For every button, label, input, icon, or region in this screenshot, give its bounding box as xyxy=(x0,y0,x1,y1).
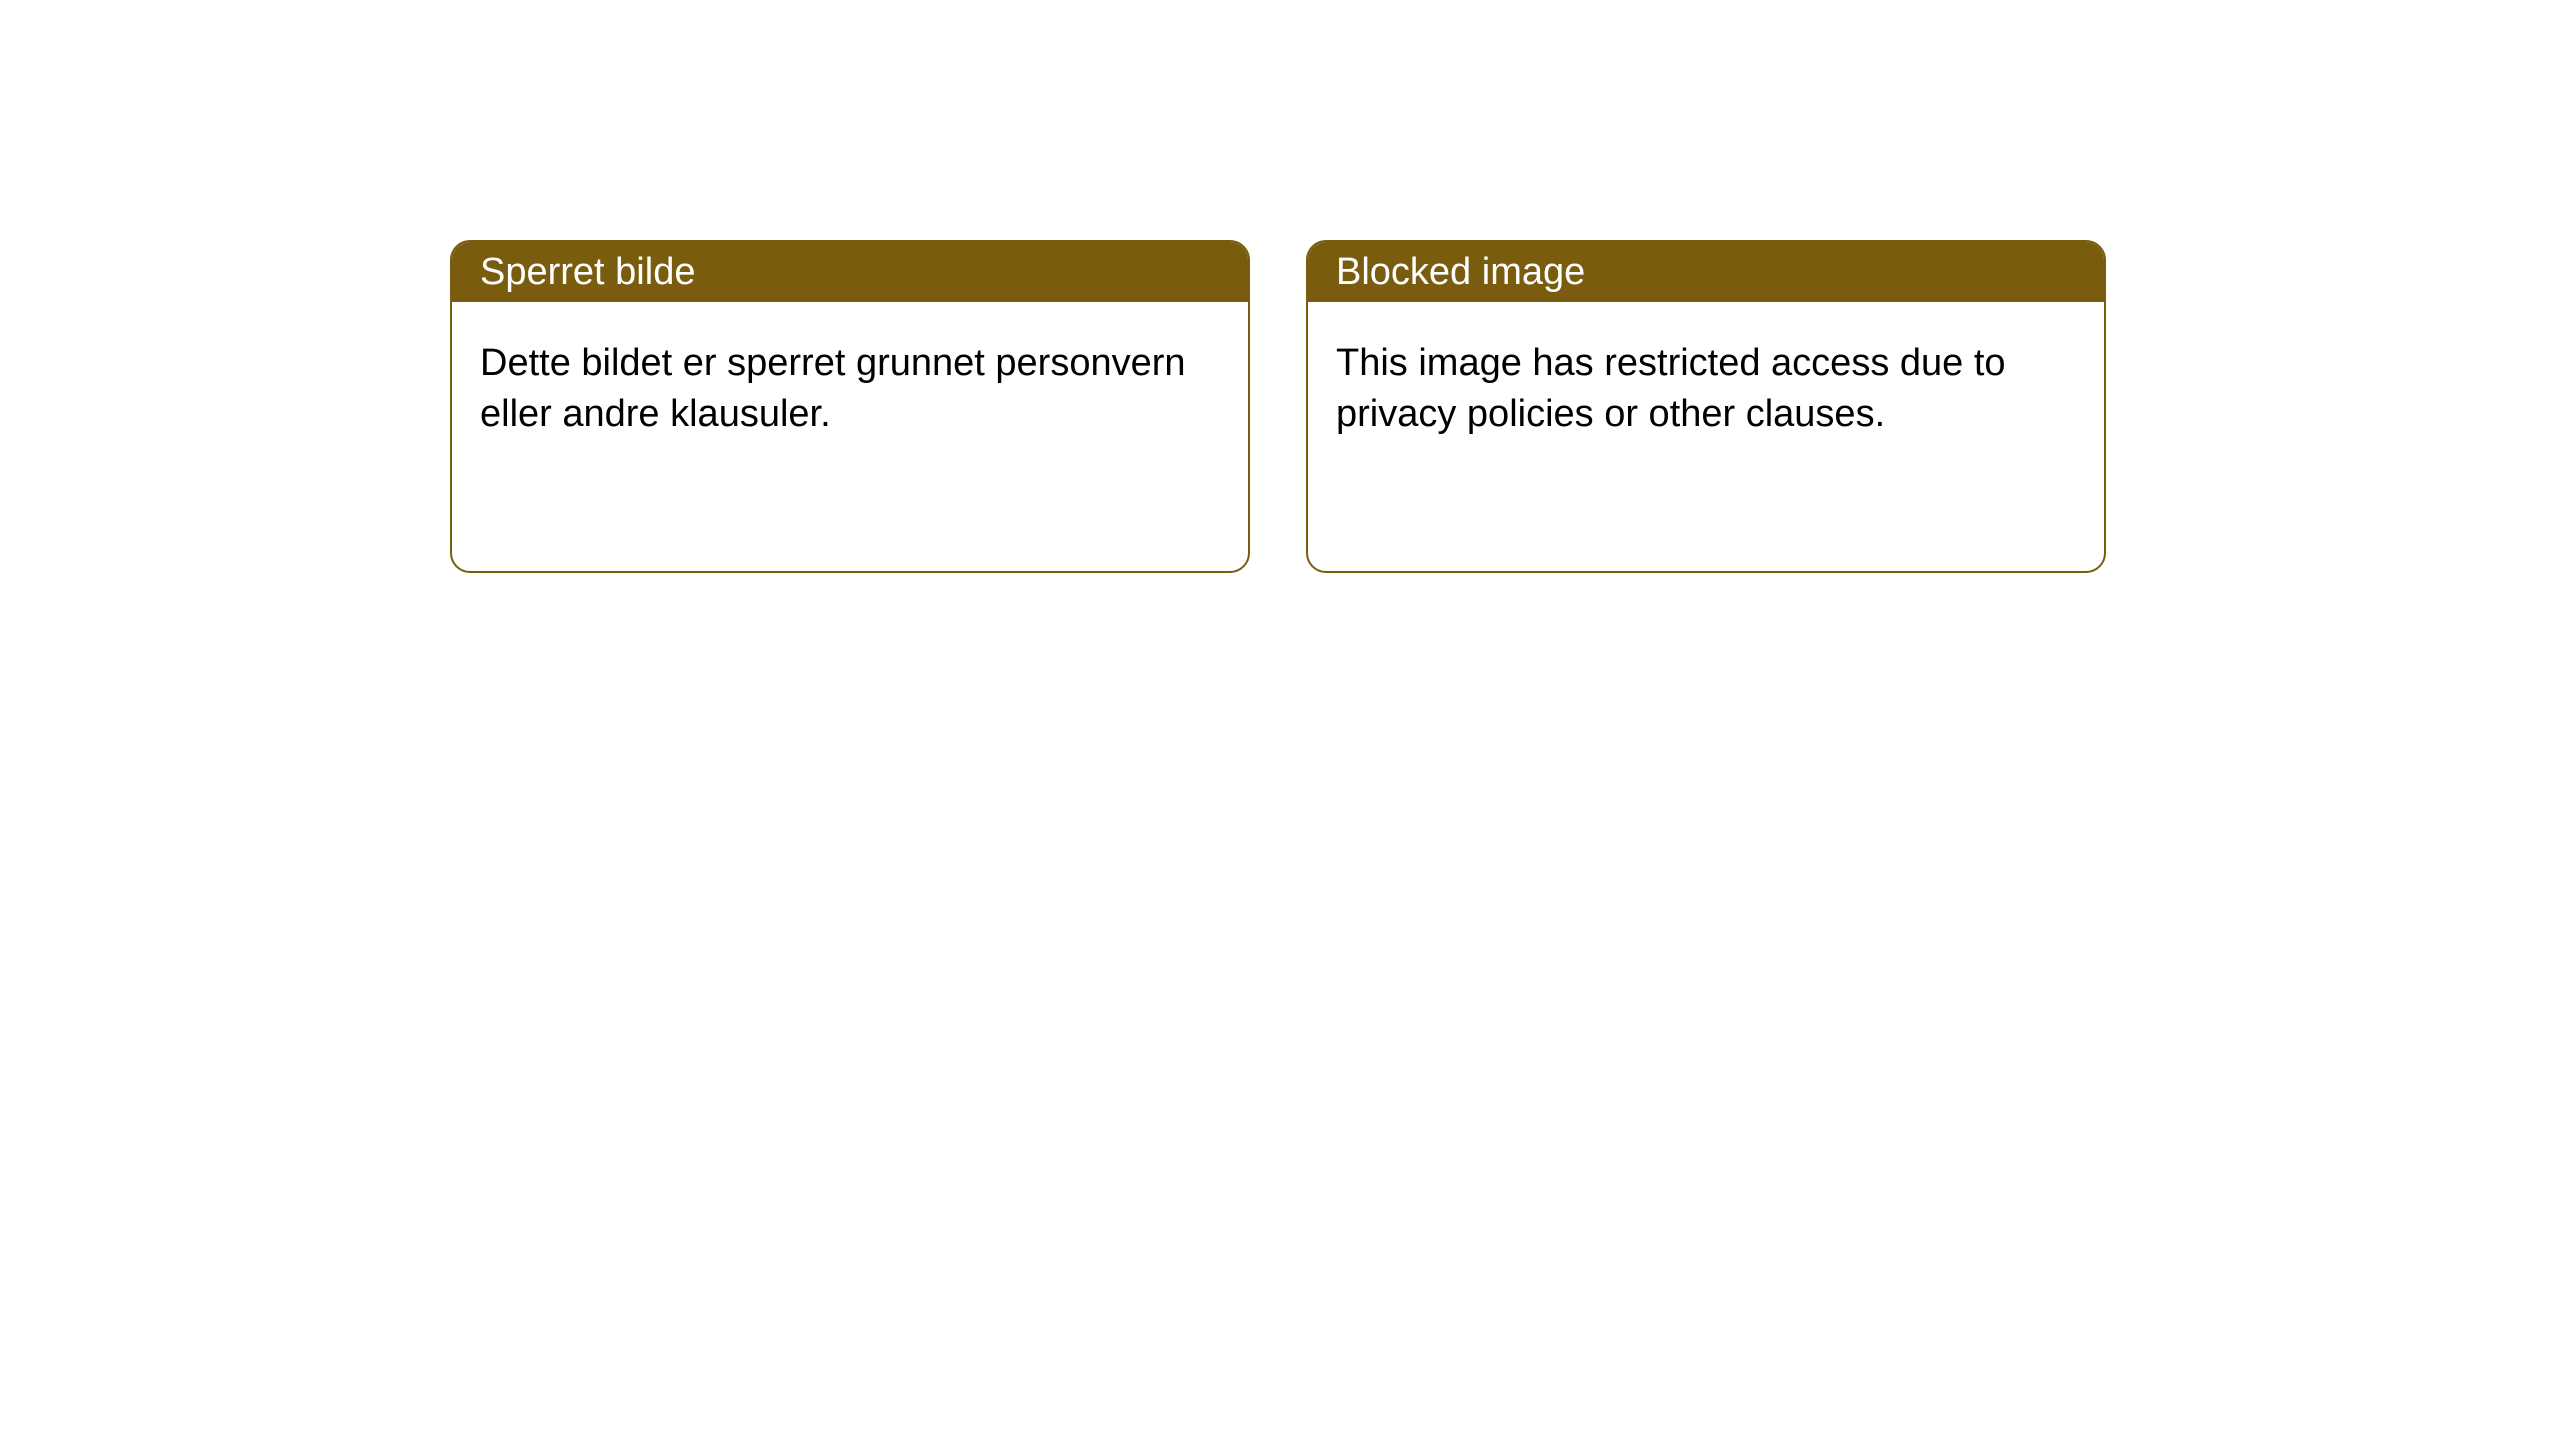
notice-header: Sperret bilde xyxy=(452,242,1248,302)
notice-title: Sperret bilde xyxy=(480,251,695,294)
notices-container: Sperret bilde Dette bildet er sperret gr… xyxy=(0,0,2560,573)
notice-box-norwegian: Sperret bilde Dette bildet er sperret gr… xyxy=(450,240,1250,573)
notice-header: Blocked image xyxy=(1308,242,2104,302)
notice-body: This image has restricted access due to … xyxy=(1308,302,2104,477)
notice-title: Blocked image xyxy=(1336,251,1585,294)
notice-body: Dette bildet er sperret grunnet personve… xyxy=(452,302,1248,477)
notice-body-text: This image has restricted access due to … xyxy=(1336,342,2006,435)
notice-box-english: Blocked image This image has restricted … xyxy=(1306,240,2106,573)
notice-body-text: Dette bildet er sperret grunnet personve… xyxy=(480,342,1186,435)
